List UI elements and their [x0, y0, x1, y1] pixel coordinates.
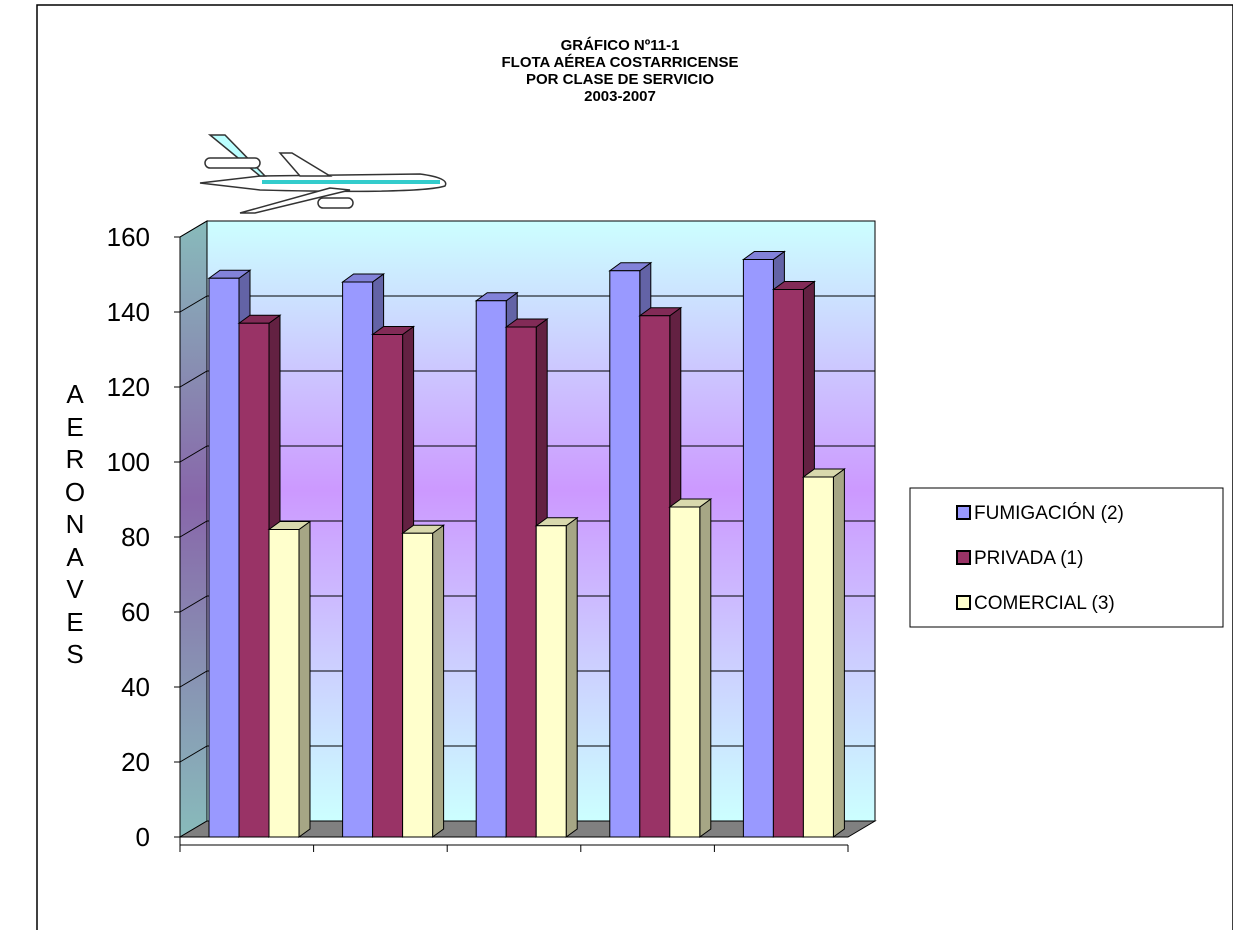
legend-swatch — [956, 550, 971, 565]
bar-side — [432, 524, 445, 838]
bar — [535, 525, 567, 838]
bar-side — [832, 468, 845, 838]
bar — [505, 326, 537, 838]
bar-side — [699, 498, 712, 838]
bar — [268, 529, 300, 838]
bar-side — [298, 520, 311, 838]
y-tick-label: 60 — [121, 597, 150, 627]
legend-swatch — [956, 505, 971, 520]
chart-title: 2003-2007 — [584, 88, 656, 105]
grid-line — [179, 220, 875, 238]
bar — [742, 259, 774, 838]
legend-label: PRIVADA (1) — [974, 548, 1083, 569]
legend-label: COMERCIAL (3) — [974, 593, 1115, 614]
bar — [208, 277, 240, 838]
chart-title: POR CLASE DE SERVICIO — [526, 71, 714, 88]
bar — [639, 315, 671, 838]
chart-title: GRÁFICO Nº11-1 — [561, 37, 680, 54]
y-tick-label: 40 — [121, 672, 150, 702]
y-tick-label: 140 — [107, 297, 150, 327]
legend-label: FUMIGACIÓN (2) — [974, 502, 1124, 524]
bar — [342, 281, 374, 838]
y-tick-label: 20 — [121, 747, 150, 777]
bar — [402, 532, 434, 838]
y-tick-label: 160 — [107, 222, 150, 252]
bar — [475, 300, 507, 838]
bar — [772, 289, 804, 838]
bar — [609, 270, 641, 838]
bar — [238, 322, 270, 838]
y-tick-label: 120 — [107, 372, 150, 402]
y-tick-label: 100 — [107, 447, 150, 477]
airplane — [199, 134, 447, 214]
y-tick-label: 0 — [136, 822, 150, 852]
y-tick-label: 80 — [121, 522, 150, 552]
grid-line — [179, 295, 875, 313]
bar — [669, 506, 701, 838]
bar-side — [565, 516, 578, 838]
frame — [36, 4, 1233, 930]
chart-title: FLOTA AÉREA COSTARRICENSE — [502, 54, 739, 71]
bar — [372, 334, 404, 838]
legend-swatch — [956, 595, 971, 610]
bar — [802, 476, 834, 838]
y-axis-label: AERONAVES — [64, 379, 86, 669]
